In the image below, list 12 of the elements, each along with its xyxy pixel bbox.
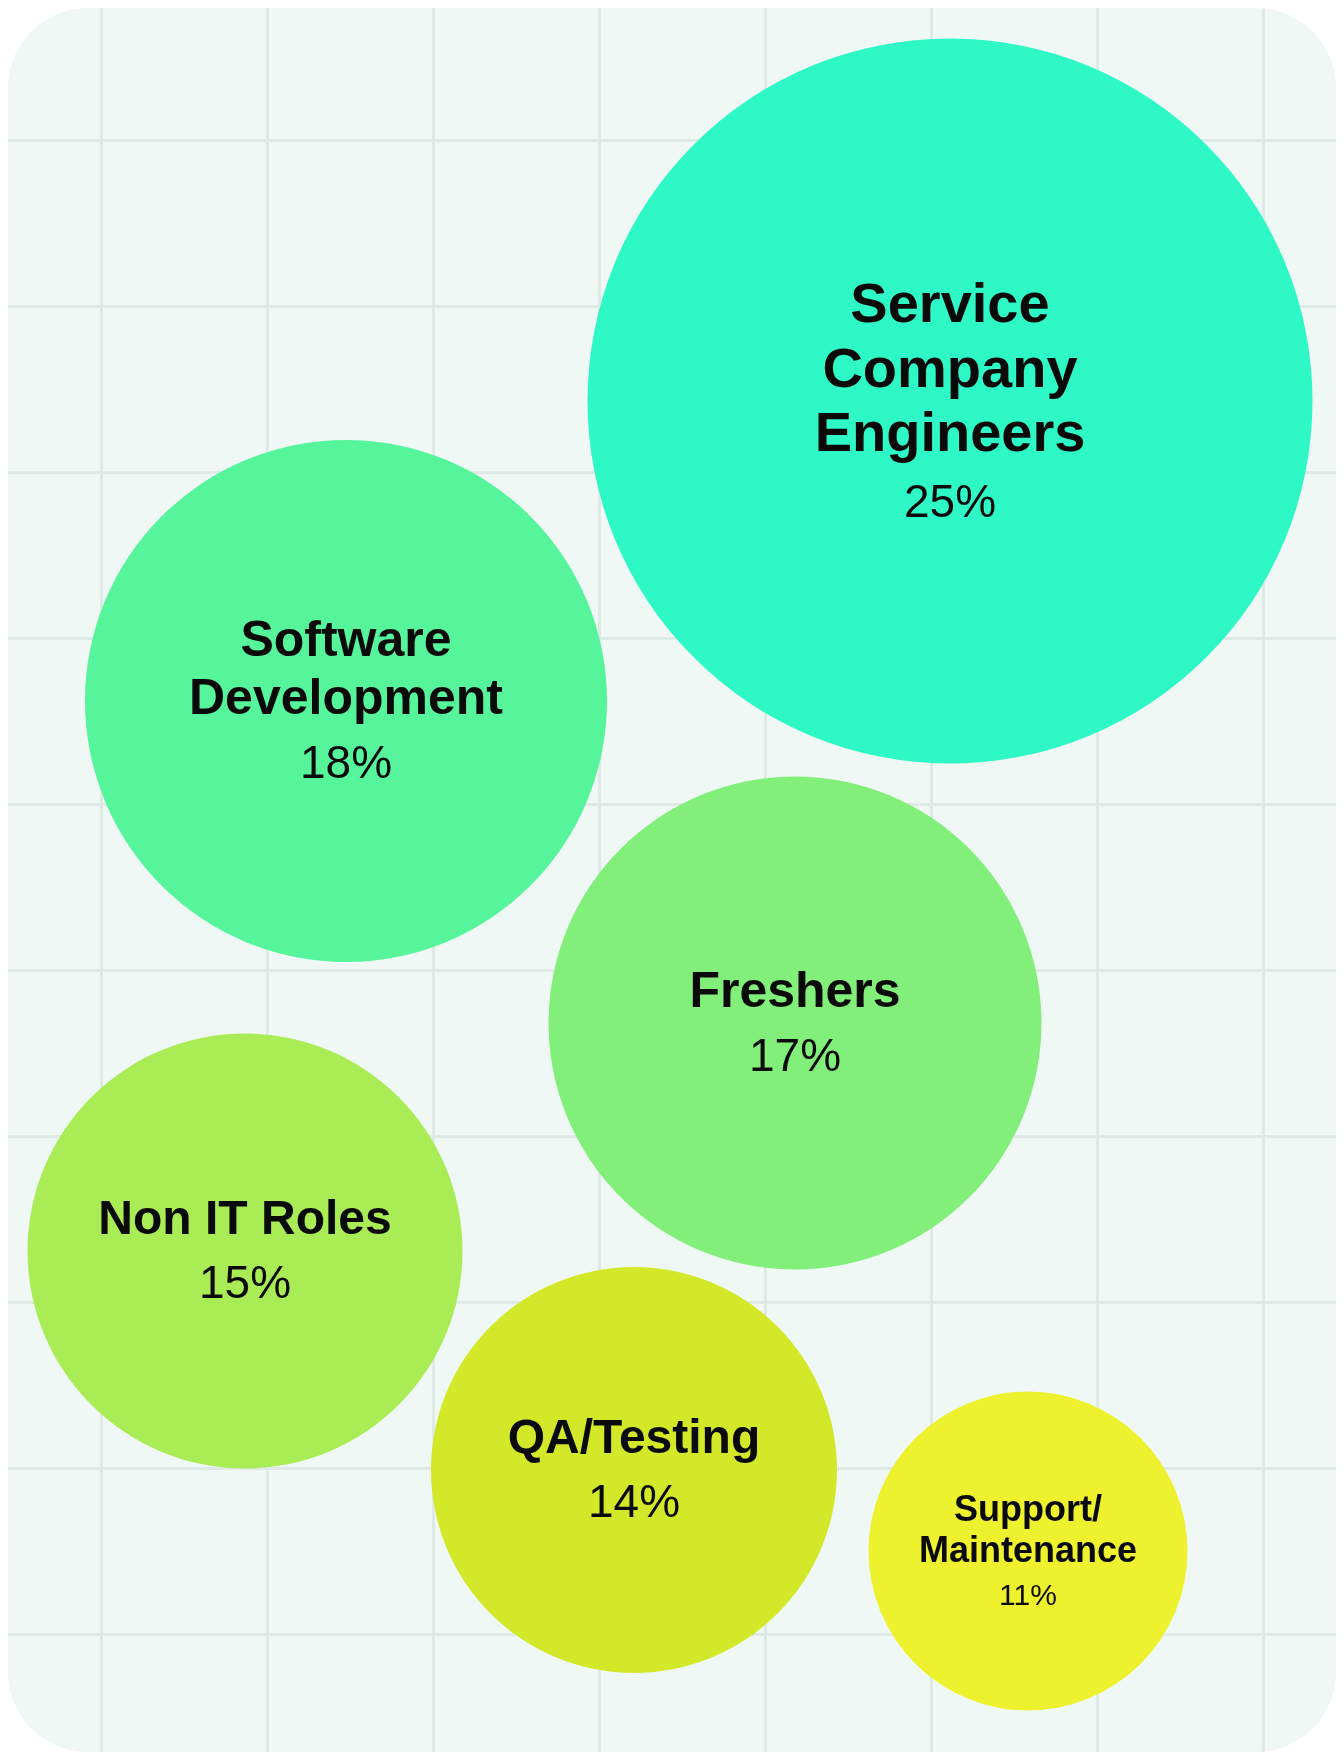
data-label: 18% bbox=[299, 736, 393, 789]
data-label: 11% bbox=[999, 1578, 1057, 1612]
category-label: Non IT Roles bbox=[98, 1191, 392, 1245]
category-label: Software Development bbox=[189, 611, 504, 725]
data-label: 14% bbox=[587, 1475, 681, 1528]
data-label: 25% bbox=[903, 475, 997, 528]
category-label: Support/Maintenance bbox=[918, 1487, 1138, 1571]
category-label: QA/Testing bbox=[507, 1410, 761, 1464]
category-label: Service Company Engineers bbox=[814, 271, 1086, 463]
category-label: Freshers bbox=[689, 961, 901, 1018]
data-label: 17% bbox=[748, 1029, 842, 1082]
data-label: 15% bbox=[198, 1256, 292, 1309]
